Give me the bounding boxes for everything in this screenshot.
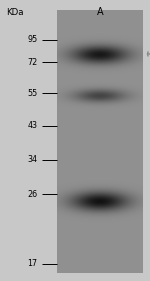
Text: 55: 55 xyxy=(27,89,38,98)
Text: 26: 26 xyxy=(27,190,38,199)
Text: 34: 34 xyxy=(27,155,38,164)
Bar xyxy=(57,10,142,273)
Text: 43: 43 xyxy=(27,121,38,130)
Text: A: A xyxy=(96,7,103,17)
Text: 95: 95 xyxy=(27,35,38,44)
Text: 72: 72 xyxy=(27,58,38,67)
Text: 17: 17 xyxy=(27,259,38,268)
Text: KDa: KDa xyxy=(6,8,24,17)
